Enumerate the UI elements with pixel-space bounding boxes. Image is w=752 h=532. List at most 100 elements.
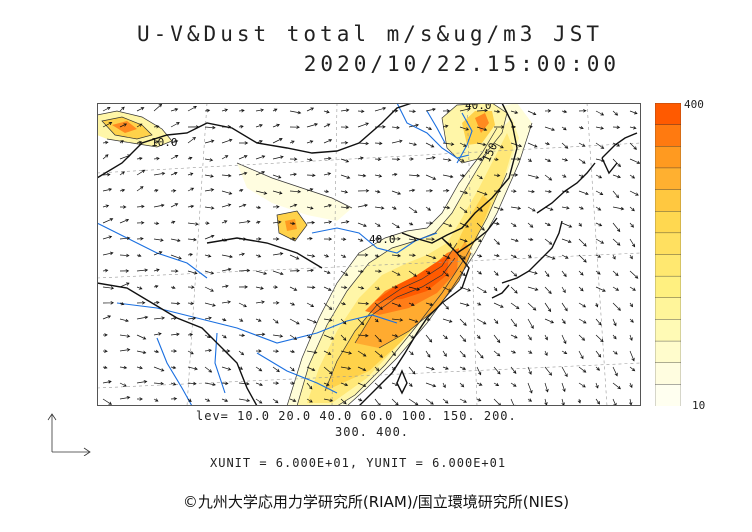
- wind-arrow: [391, 190, 402, 195]
- wind-arrow: [510, 254, 517, 259]
- wind-arrow: [187, 252, 194, 257]
- wind-arrow: [612, 366, 618, 377]
- wind-arrow: [187, 172, 194, 176]
- wind-arrow: [629, 222, 634, 228]
- wind-arrow: [493, 286, 498, 292]
- wind-arrow: [595, 206, 602, 211]
- wind-arrow: [119, 140, 124, 144]
- wind-arrow: [340, 398, 347, 405]
- wind-arrow: [170, 122, 180, 128]
- wind-arrow: [510, 173, 519, 177]
- wind-arrow: [204, 382, 216, 387]
- wind-arrow: [306, 220, 316, 225]
- wind-arrow: [391, 318, 404, 322]
- wind-arrow: [374, 237, 381, 241]
- wind-arrow: [323, 334, 335, 340]
- wind-arrow: [612, 382, 621, 390]
- map-title: U-V&Dust total m/s&ug/m3 JST: [136, 22, 603, 46]
- wind-arrow: [102, 187, 113, 192]
- wind-arrow: [340, 350, 353, 355]
- wind-arrow: [289, 110, 302, 115]
- wind-arrow: [374, 302, 383, 310]
- wind-arrow: [442, 302, 449, 310]
- wind-arrow: [442, 222, 453, 228]
- wind-arrow: [561, 158, 569, 162]
- wind-arrow: [272, 366, 280, 373]
- wind-arrow: [187, 125, 200, 129]
- graticule: [97, 103, 641, 406]
- wind-arrow: [527, 237, 534, 242]
- wind-arrow: [374, 350, 384, 358]
- colorbar-swatch: [655, 297, 681, 321]
- wind-arrow: [527, 334, 532, 341]
- wind-arrow: [153, 398, 159, 402]
- wind-arrow: [612, 158, 622, 168]
- wind-arrow: [612, 350, 618, 355]
- colorbar-swatch: [655, 167, 681, 191]
- wind-arrow: [357, 398, 363, 402]
- wind-arrow: [238, 285, 249, 289]
- wind-arrow: [222, 349, 231, 353]
- wind-arrow: [629, 142, 637, 150]
- wind-arrow: [357, 253, 369, 257]
- wind-arrow: [119, 269, 130, 273]
- wind-arrow: [561, 382, 566, 393]
- wind-arrow: [187, 285, 195, 289]
- wind-arrow: [476, 206, 483, 212]
- wind-arrow: [272, 285, 279, 289]
- wind-arrow: [102, 268, 109, 273]
- wind-arrow: [102, 140, 109, 145]
- wind-arrow: [119, 395, 131, 400]
- wind-arrow: [391, 334, 399, 338]
- wind-arrow: [374, 286, 381, 290]
- wind-arrow: [476, 350, 484, 359]
- colorbar-swatch: [655, 319, 681, 342]
- contour-levels-line1: lev= 10.0 20.0 40.0 60.0 100. 150. 200.: [196, 409, 517, 423]
- wind-arrow: [544, 366, 553, 376]
- wind-arrow: [153, 316, 166, 320]
- wind-arrow: [459, 382, 465, 388]
- colorbar-swatch: [655, 384, 681, 406]
- dust-map: 40.0 10.0 40.0 150: [97, 103, 641, 406]
- wind-arrow: [527, 270, 538, 275]
- wind-arrow: [561, 254, 569, 259]
- wind-arrow: [510, 206, 522, 210]
- wind-arrow: [153, 268, 160, 272]
- wind-arrow: [629, 110, 638, 115]
- wind-arrow: [374, 318, 379, 323]
- wind-arrow: [493, 189, 502, 193]
- wind-arrow: [357, 203, 369, 208]
- wind-arrow: [425, 334, 433, 343]
- wind-arrow: [578, 174, 585, 178]
- wind-arrow: [595, 398, 601, 405]
- wind-arrow: [391, 253, 402, 258]
- wind-arrow: [323, 398, 334, 403]
- wind-arrow: [306, 285, 316, 290]
- wind-arrow: [255, 286, 264, 290]
- wind-arrow: [136, 350, 147, 355]
- wind-arrow: [357, 301, 370, 306]
- wind-arrow: [289, 302, 296, 306]
- wind-arrow: [306, 366, 316, 372]
- wind-arrow: [510, 382, 517, 387]
- wind-arrow: [153, 140, 160, 144]
- wind-arrow: [442, 350, 447, 357]
- wind-arrow: [357, 366, 367, 372]
- wind-arrow: [425, 350, 431, 358]
- wind-arrow: [170, 332, 180, 337]
- wind-arrow: [204, 139, 215, 144]
- wind-arrow: [204, 108, 211, 113]
- wind-arrow: [204, 158, 214, 162]
- colorbar-swatch: [655, 189, 681, 212]
- wind-arrow: [289, 140, 295, 144]
- wind-arrow: [391, 139, 403, 144]
- wind-arrow: [221, 138, 233, 144]
- wind-arrow: [374, 157, 382, 162]
- wind-arrow: [391, 366, 396, 371]
- wind-arrow: [612, 270, 619, 277]
- wind-arrow: [544, 141, 551, 146]
- wind-arrow: [476, 286, 487, 293]
- wind-arrow: [357, 222, 367, 227]
- wind-arrow: [459, 302, 470, 307]
- wind-arrow: [119, 318, 129, 323]
